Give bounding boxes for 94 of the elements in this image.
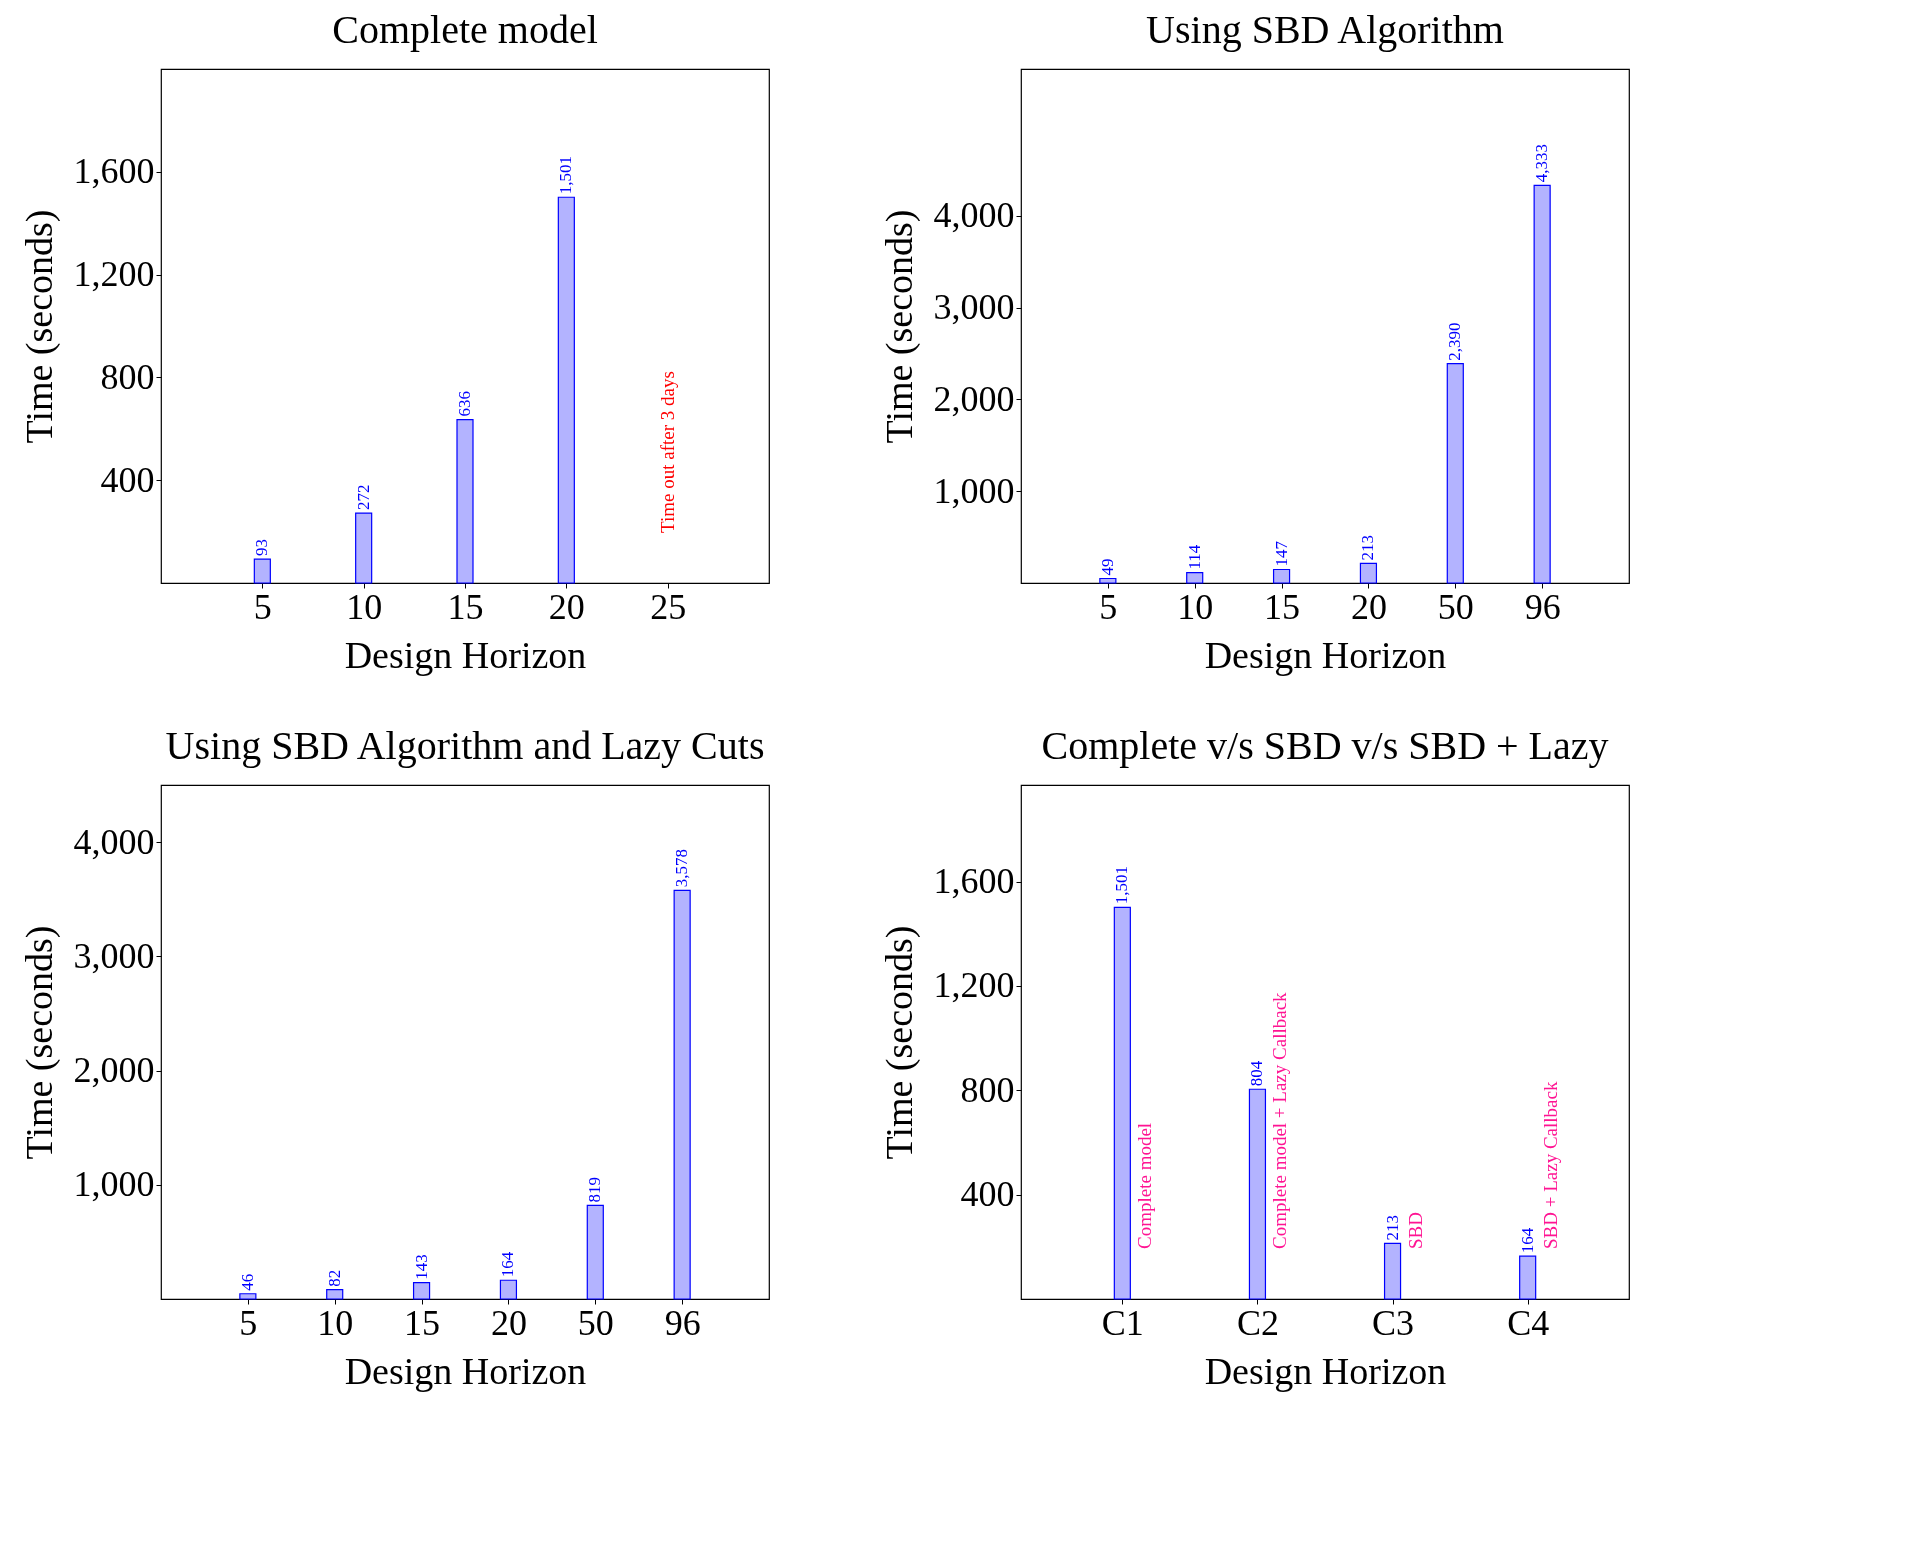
bar xyxy=(1113,906,1131,1300)
data-label: 1,501 xyxy=(1112,866,1132,905)
data-label: 93 xyxy=(252,539,272,557)
x-tick-label: 15 xyxy=(447,586,484,627)
annotation: SBD + Lazy Callback xyxy=(1539,1081,1561,1249)
data-label: 804 xyxy=(1247,1060,1267,1087)
y-tick-label: 400 xyxy=(100,459,155,500)
bar xyxy=(1099,577,1117,584)
bar xyxy=(239,1293,257,1300)
y-tick-label: 1,000 xyxy=(933,470,1015,511)
bar xyxy=(1446,363,1464,584)
bar xyxy=(586,1204,604,1300)
y-tick-label: 800 xyxy=(960,1069,1015,1110)
data-label: 82 xyxy=(324,1269,344,1287)
bar xyxy=(355,512,373,584)
x-tick-label: C1 xyxy=(1101,1302,1144,1343)
x-tick-label: C2 xyxy=(1236,1302,1279,1343)
bar xyxy=(1248,1088,1267,1300)
x-tick-label: 20 xyxy=(548,586,585,627)
chart-title: Complete v/s SBD v/s SBD + Lazy xyxy=(1041,723,1609,768)
bar xyxy=(326,1289,344,1300)
y-axis-title: Time (seconds) xyxy=(17,209,61,444)
data-label: 114 xyxy=(1184,544,1204,570)
data-label: 164 xyxy=(498,1251,518,1278)
y-axis-title: Time (seconds) xyxy=(877,925,921,1160)
data-label: 2,390 xyxy=(1445,322,1465,361)
x-axis-title: Design Horizon xyxy=(344,1349,587,1392)
x-tick-label: 5 xyxy=(1099,586,1118,627)
annotation: SBD xyxy=(1404,1212,1426,1249)
chart-title: Using SBD Algorithm xyxy=(1146,7,1504,52)
y-axis-title: Time (seconds) xyxy=(877,209,921,444)
x-tick-label: 96 xyxy=(1524,586,1561,627)
bar xyxy=(673,889,691,1300)
data-label: 164 xyxy=(1517,1227,1537,1254)
y-tick-label: 3,000 xyxy=(73,935,155,976)
bar xyxy=(1519,1255,1537,1300)
x-axis-title: Design Horizon xyxy=(1204,633,1447,676)
y-tick-label: 1,200 xyxy=(933,965,1015,1006)
data-label: 49 xyxy=(1097,558,1117,576)
data-label: 3,578 xyxy=(672,849,692,888)
x-tick-label: 50 xyxy=(577,1302,614,1343)
data-label: 1,501 xyxy=(556,155,576,195)
data-label: 147 xyxy=(1271,540,1291,567)
data-label: 819 xyxy=(585,1176,605,1203)
bar xyxy=(1383,1242,1402,1300)
y-tick-label: 2,000 xyxy=(933,378,1015,419)
y-tick-label: 800 xyxy=(100,356,155,397)
y-tick-label: 1,200 xyxy=(73,254,155,295)
annotation: Complete model + Lazy Callback xyxy=(1269,991,1291,1249)
y-tick-label: 1,600 xyxy=(933,861,1015,902)
x-tick-label: 15 xyxy=(404,1302,441,1343)
data-label: 46 xyxy=(237,1273,257,1291)
y-tick-label: 4,000 xyxy=(73,821,155,862)
y-tick-label: 3,000 xyxy=(933,287,1015,328)
bar xyxy=(412,1282,431,1300)
bar xyxy=(1186,571,1204,584)
x-tick-label: 10 xyxy=(346,586,383,627)
x-tick-label: 5 xyxy=(253,586,272,627)
y-axis-title: Time (seconds) xyxy=(17,925,61,1160)
y-tick-label: 1,000 xyxy=(73,1164,155,1205)
data-label: 213 xyxy=(1358,534,1378,561)
chart-title: Using SBD Algorithm and Lazy Cuts xyxy=(165,723,765,768)
x-tick-label: 5 xyxy=(239,1302,258,1343)
x-tick-label: 96 xyxy=(664,1302,701,1343)
x-axis-title: Design Horizon xyxy=(1204,1349,1447,1392)
bar xyxy=(499,1279,518,1300)
data-label: 636 xyxy=(455,391,474,417)
x-tick-label: 15 xyxy=(1264,586,1301,627)
x-tick-label: 10 xyxy=(317,1302,354,1343)
data-label: 143 xyxy=(411,1254,431,1280)
annotation: Complete model xyxy=(1134,1122,1156,1249)
bar xyxy=(1533,184,1551,584)
data-label: 4,333 xyxy=(1532,144,1552,183)
bar xyxy=(1272,568,1291,584)
x-tick-label: 50 xyxy=(1437,586,1474,627)
y-tick-label: 1,600 xyxy=(73,151,155,192)
x-tick-label: 25 xyxy=(650,586,687,627)
annotation: Time out after 3 days xyxy=(656,371,678,533)
bar xyxy=(1359,562,1378,584)
x-tick-label: C4 xyxy=(1507,1302,1550,1343)
x-tick-label: C3 xyxy=(1372,1302,1415,1343)
data-label: 272 xyxy=(353,484,373,511)
x-tick-label: 10 xyxy=(1177,586,1214,627)
x-tick-label: 20 xyxy=(490,1302,527,1343)
chart-title: Complete model xyxy=(332,7,598,52)
data-label: 213 xyxy=(1382,1214,1402,1241)
bar xyxy=(456,418,474,584)
x-tick-label: 20 xyxy=(1350,586,1387,627)
y-tick-label: 2,000 xyxy=(73,1050,155,1091)
x-axis-title: Design Horizon xyxy=(344,633,587,676)
y-tick-label: 400 xyxy=(960,1174,1015,1215)
bar xyxy=(557,196,575,584)
y-tick-label: 4,000 xyxy=(933,195,1015,236)
bar xyxy=(253,558,271,584)
